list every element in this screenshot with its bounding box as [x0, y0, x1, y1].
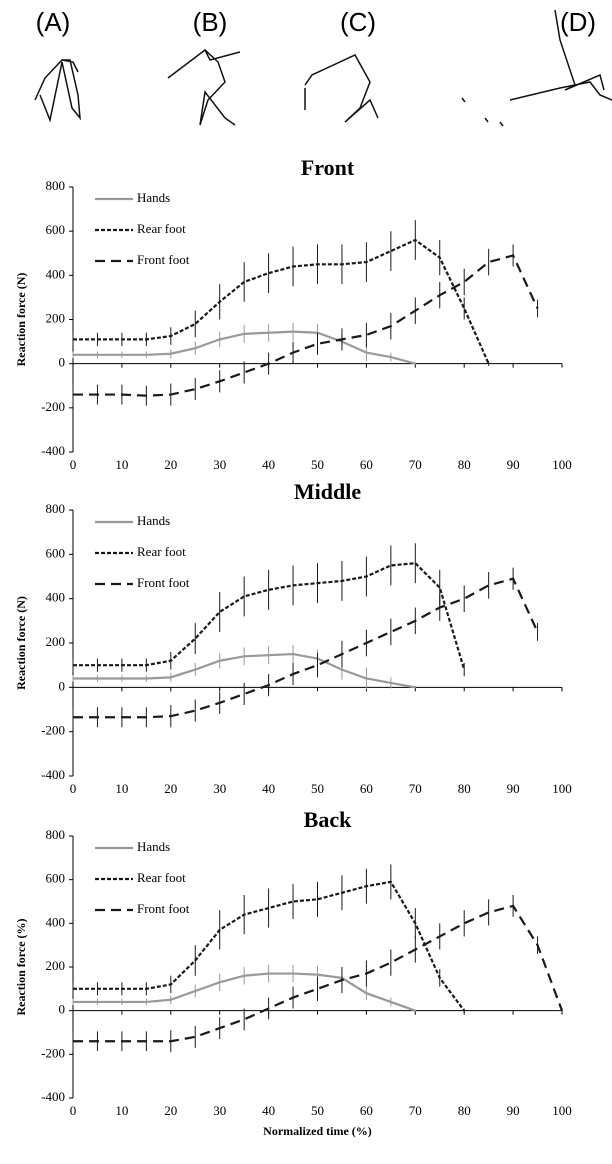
- x-tick-label: 70: [409, 781, 422, 796]
- x-tick-label: 50: [311, 1103, 324, 1118]
- y-tick-label: 600: [46, 545, 66, 560]
- y-tick-label: -400: [41, 1089, 65, 1104]
- y-tick-label: 400: [46, 590, 66, 605]
- series-line: [73, 254, 539, 397]
- x-tick-label: 100: [552, 1103, 572, 1118]
- y-tick-label: 200: [46, 634, 66, 649]
- series-line: [73, 577, 539, 719]
- y-tick-label: 600: [46, 871, 66, 886]
- x-tick-label: 70: [409, 457, 422, 472]
- legend-label: Rear foot: [137, 544, 186, 559]
- series-line: [73, 880, 466, 1012]
- panel-label: (A): [36, 7, 71, 37]
- y-tick-label: 800: [46, 501, 66, 516]
- x-tick-label: 90: [507, 1103, 520, 1118]
- x-tick-label: 40: [262, 1103, 275, 1118]
- x-tick-label: 20: [164, 781, 177, 796]
- series-line: [73, 330, 416, 365]
- x-tick-label: 70: [409, 1103, 422, 1118]
- x-tick-label: 0: [70, 781, 77, 796]
- x-tick-label: 10: [115, 1103, 128, 1118]
- y-axis-label: Reaction force (N): [14, 596, 28, 690]
- x-tick-label: 100: [552, 781, 572, 796]
- x-tick-label: 100: [552, 457, 572, 472]
- series-line: [73, 904, 564, 1043]
- pose-sketches: [34, 9, 612, 127]
- chart-title: Back: [304, 807, 352, 832]
- x-tick-label: 40: [262, 781, 275, 796]
- x-tick-label: 50: [311, 457, 324, 472]
- y-tick-label: 0: [59, 678, 66, 693]
- y-tick-label: 400: [46, 266, 66, 281]
- x-tick-label: 80: [458, 457, 471, 472]
- x-tick-label: 60: [360, 781, 373, 796]
- series-line: [73, 972, 416, 1012]
- panel-label: (D): [560, 7, 596, 37]
- x-tick-label: 30: [213, 781, 226, 796]
- chart-title: Front: [301, 155, 355, 180]
- series-line: [73, 562, 466, 670]
- y-axis-label: Reaction force (N): [14, 273, 28, 367]
- y-tick-label: 600: [46, 222, 66, 237]
- series-line: [73, 652, 416, 689]
- x-tick-label: 30: [213, 457, 226, 472]
- x-tick-label: 20: [164, 1103, 177, 1118]
- x-tick-label: 0: [70, 457, 77, 472]
- x-tick-label: 0: [70, 1103, 77, 1118]
- x-tick-label: 60: [360, 1103, 373, 1118]
- chart: Back -400 -200 0 200 400 600 800 0 10 20 30 40 50 60 70…: [14, 807, 572, 1138]
- x-tick-label: 10: [115, 781, 128, 796]
- legend-label: Hands: [137, 190, 170, 205]
- chart: Middle -400 -200 0 200 400 600 800 0 10 20 30 40 50 60…: [14, 479, 572, 796]
- y-tick-label: -400: [41, 767, 65, 782]
- y-tick-label: 0: [59, 1002, 66, 1017]
- legend-label: Hands: [137, 839, 170, 854]
- x-tick-label: 20: [164, 457, 177, 472]
- x-axis-label: Normalized time (%): [263, 1124, 372, 1138]
- x-tick-label: 10: [115, 457, 128, 472]
- x-tick-label: 60: [360, 457, 373, 472]
- y-tick-label: -200: [41, 723, 65, 738]
- y-tick-label: 400: [46, 914, 66, 929]
- x-tick-label: 50: [311, 781, 324, 796]
- legend-label: Front foot: [137, 252, 190, 267]
- y-axis-label: Reaction force (%): [14, 918, 28, 1015]
- legend-label: Hands: [137, 513, 170, 528]
- x-tick-label: 90: [507, 781, 520, 796]
- y-tick-label: -400: [41, 443, 65, 458]
- chart: Front -400 -200 0 200 400 600 800 0 10 20 30 40 50 60 7…: [14, 155, 572, 472]
- legend-label: Rear foot: [137, 221, 186, 236]
- y-tick-label: 200: [46, 310, 66, 325]
- y-tick-label: -200: [41, 1045, 65, 1060]
- y-tick-label: -200: [41, 399, 65, 414]
- chart-title: Middle: [294, 479, 361, 504]
- x-tick-label: 30: [213, 1103, 226, 1118]
- series-line: [73, 238, 490, 365]
- y-tick-label: 0: [59, 355, 66, 370]
- legend-label: Rear foot: [137, 870, 186, 885]
- panel-label: (C): [340, 7, 376, 37]
- x-tick-label: 90: [507, 457, 520, 472]
- legend-label: Front foot: [137, 901, 190, 916]
- y-tick-label: 200: [46, 958, 66, 973]
- legend-label: Front foot: [137, 575, 190, 590]
- y-tick-label: 800: [46, 827, 66, 842]
- x-tick-label: 80: [458, 781, 471, 796]
- x-tick-label: 80: [458, 1103, 471, 1118]
- y-tick-label: 800: [46, 178, 66, 193]
- panel-label: (B): [193, 7, 228, 37]
- x-tick-label: 40: [262, 457, 275, 472]
